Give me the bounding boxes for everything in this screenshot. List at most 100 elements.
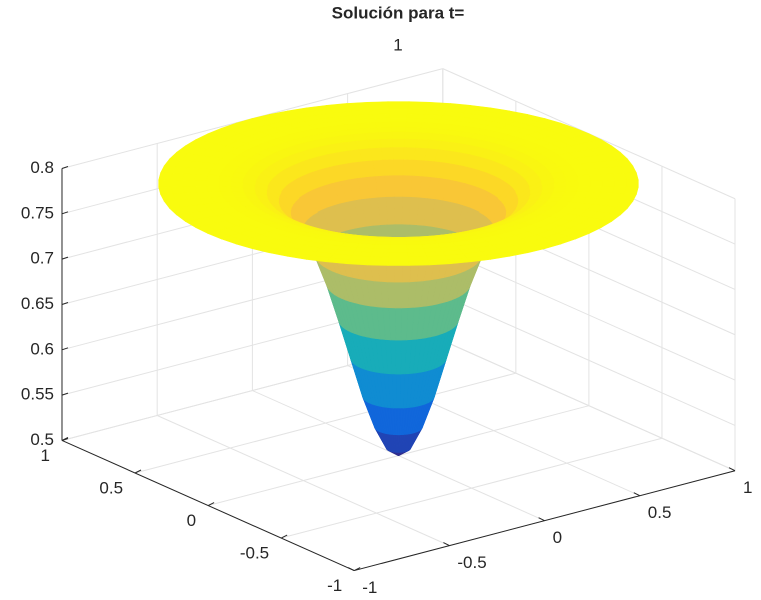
surface-patch [182, 180, 195, 188]
chart-subtitle: 1 [393, 35, 402, 54]
y-tick [353, 567, 361, 572]
grid-line [442, 340, 736, 472]
surface-patch [372, 117, 391, 123]
z-tick-label: 0.8 [30, 158, 54, 177]
surface-patch [612, 186, 627, 195]
surface-patch [624, 172, 639, 181]
surface-patch [194, 186, 209, 194]
surface-patch [393, 196, 404, 225]
surface-patch [170, 186, 185, 195]
y-tick-label: -0.5 [240, 544, 269, 563]
surface-patch [391, 138, 406, 148]
surface-patch [194, 174, 209, 182]
surface-patch [404, 131, 420, 140]
y-tick-label: -1 [327, 576, 342, 595]
surface-patch [194, 180, 207, 187]
x-axis [354, 470, 736, 572]
grid-line [281, 437, 663, 539]
z-tick [61, 392, 69, 396]
surface-patch [397, 434, 400, 453]
grid-line [134, 372, 516, 474]
z-tick-label: 0.65 [21, 294, 54, 313]
surface-patch [588, 174, 603, 182]
y-tick [134, 469, 142, 474]
surface-patch [206, 174, 221, 182]
surface-patch [390, 121, 407, 128]
surface-patch [577, 180, 591, 187]
surface-patch [388, 109, 409, 115]
surface-patch [405, 121, 423, 128]
surface-patch [170, 179, 183, 188]
z-tick-label: 0.75 [21, 203, 54, 222]
surface-patch [406, 117, 425, 123]
x-tick-label: 1 [743, 478, 752, 497]
surface-patch [576, 174, 591, 182]
y-tick-label: 0 [187, 511, 196, 530]
surface-patch [565, 180, 579, 188]
surface-patch [182, 186, 197, 194]
surface-patch [158, 172, 173, 181]
y-tick [207, 502, 215, 506]
z-tick [61, 211, 69, 215]
surface-patch [392, 147, 405, 161]
x-tick [633, 492, 641, 497]
z-tick [61, 301, 69, 305]
y-tick-label: 1 [41, 446, 50, 465]
surface-patch [427, 259, 451, 266]
surface-patch [218, 180, 231, 188]
surface-patch [403, 138, 418, 149]
y-axis [61, 440, 355, 572]
surface-patch [206, 185, 221, 193]
surface-patch [601, 180, 615, 188]
surface-patch [588, 186, 603, 194]
z-tick-label: 0.7 [30, 249, 54, 268]
x-tick-label: -0.5 [457, 553, 486, 572]
surface-patch [395, 339, 402, 375]
x-tick-label: 0.5 [648, 503, 672, 522]
surface-patch [388, 105, 409, 111]
surface-patch [389, 113, 408, 119]
surface-patch [379, 138, 394, 149]
surface-patch [391, 131, 406, 140]
surface-patch [404, 126, 421, 133]
z-tick [61, 256, 69, 260]
surface-patch [388, 252, 409, 258]
surface-patch [158, 186, 173, 195]
x-tick-label: -1 [362, 578, 377, 597]
surface-patch [230, 186, 245, 193]
surface-patch [388, 256, 409, 262]
surface-patch [589, 180, 603, 187]
surface-patch [408, 260, 431, 266]
surface-patch [206, 180, 219, 187]
surface-patch [390, 238, 407, 243]
surface-patch [389, 244, 408, 250]
surface-patch [390, 241, 407, 246]
z-tick-label: 0.5 [30, 430, 54, 449]
surface-patch [389, 117, 408, 123]
surface-patch [396, 373, 401, 409]
x-tick [728, 467, 736, 472]
z-tick-label: 0.6 [30, 339, 54, 358]
surface-patch [395, 307, 402, 341]
surface-patch [393, 175, 404, 198]
x-tick [443, 542, 450, 547]
surface-patch [387, 101, 410, 107]
surface-patch [396, 407, 401, 436]
y-tick [61, 437, 69, 441]
surface-patch [392, 159, 405, 176]
z-tick [61, 347, 69, 351]
y-tick-label: 0.5 [99, 478, 123, 497]
grid-line [442, 249, 736, 381]
grid-line [442, 294, 736, 426]
surface-patch [377, 131, 393, 140]
x-tick [347, 567, 355, 572]
surface-patch [613, 179, 627, 188]
surface-patch [624, 186, 639, 195]
chart-title: Solución para t= [332, 3, 465, 22]
surface-patch [625, 179, 639, 188]
surface-patch [600, 173, 615, 181]
surface-patch [366, 260, 389, 266]
surface-patch [374, 121, 392, 128]
x-tick-label: 0 [553, 528, 562, 547]
